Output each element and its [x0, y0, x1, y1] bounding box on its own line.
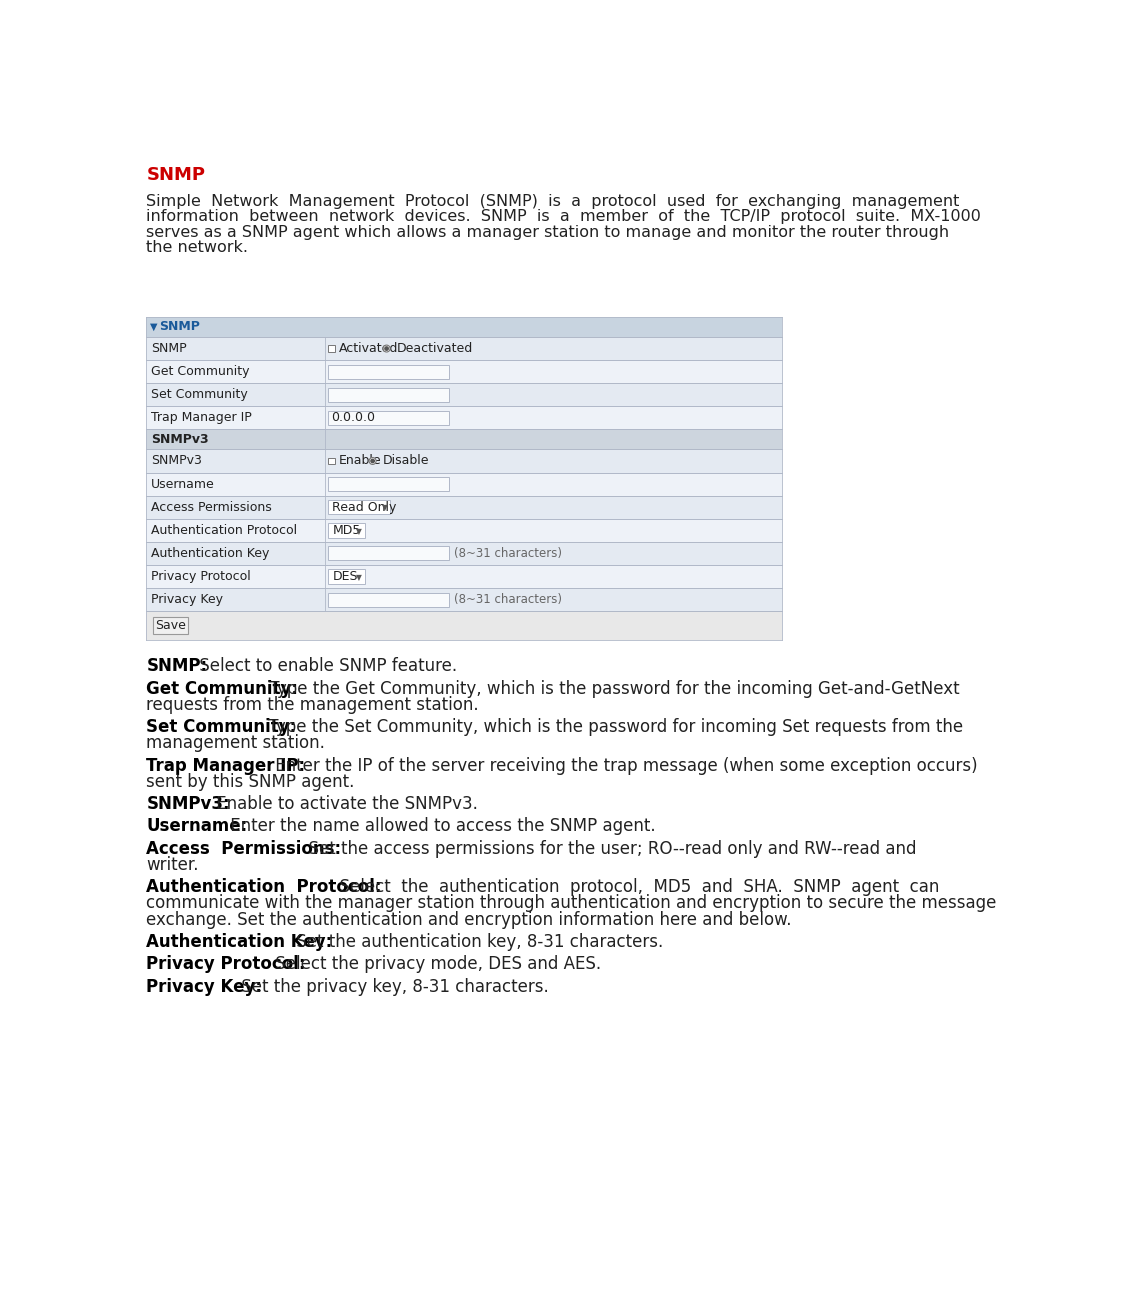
Text: Set the access permissions for the user; RO--read only and RW--read and: Set the access permissions for the user;…: [297, 840, 916, 858]
Bar: [147, 360, 781, 383]
Bar: [147, 317, 781, 336]
Text: Authentication  Protocol:: Authentication Protocol:: [147, 879, 382, 897]
Text: Set the privacy key, 8-31 characters.: Set the privacy key, 8-31 characters.: [237, 978, 549, 995]
Text: SNMPv3:: SNMPv3:: [147, 795, 230, 813]
Text: MD5: MD5: [332, 524, 361, 537]
Text: Privacy Key: Privacy Key: [151, 593, 223, 606]
Bar: [328, 411, 448, 424]
Circle shape: [385, 347, 388, 351]
Text: Privacy Key:: Privacy Key:: [147, 978, 262, 995]
Text: Authentication Protocol: Authentication Protocol: [151, 524, 297, 537]
Circle shape: [371, 459, 374, 463]
Text: Get Community:: Get Community:: [147, 679, 298, 697]
Text: management station.: management station.: [147, 734, 325, 752]
Text: Trap Manager IP:: Trap Manager IP:: [147, 757, 305, 775]
Text: Username:: Username:: [147, 818, 248, 836]
Text: Enable: Enable: [339, 454, 381, 467]
Text: ▼: ▼: [356, 573, 362, 582]
Bar: [147, 472, 781, 496]
Text: SNMPv3: SNMPv3: [151, 454, 202, 467]
Text: Type the Set Community, which is the password for incoming Set requests from the: Type the Set Community, which is the pas…: [262, 718, 963, 736]
Bar: [328, 477, 448, 490]
Text: Privacy Protocol:: Privacy Protocol:: [147, 955, 306, 973]
Text: Access  Permissions:: Access Permissions:: [147, 840, 342, 858]
Bar: [152, 617, 188, 634]
Text: Set Community:: Set Community:: [147, 718, 297, 736]
Text: Read Only: Read Only: [332, 501, 397, 514]
Text: SNMP: SNMP: [151, 342, 186, 355]
Text: SNMP: SNMP: [147, 166, 205, 184]
Bar: [147, 611, 781, 641]
Text: Save: Save: [155, 620, 186, 633]
Text: SNMPv3: SNMPv3: [151, 433, 209, 446]
Text: Privacy Protocol: Privacy Protocol: [151, 569, 251, 584]
Circle shape: [369, 458, 377, 465]
Bar: [147, 383, 781, 406]
Text: Activated: Activated: [339, 342, 398, 355]
Bar: [328, 523, 364, 537]
Text: SNMP: SNMP: [159, 321, 200, 334]
Bar: [147, 449, 781, 472]
Text: Disable: Disable: [382, 454, 429, 467]
Text: Set Community: Set Community: [151, 388, 248, 401]
Bar: [147, 519, 781, 542]
Text: Get Community: Get Community: [151, 365, 250, 378]
Text: DES: DES: [332, 569, 358, 584]
Bar: [147, 430, 781, 449]
Text: information  between  network  devices.  SNMP  is  a  member  of  the  TCP/IP  p: information between network devices. SNM…: [147, 210, 981, 224]
Text: Enter the name allowed to access the SNMP agent.: Enter the name allowed to access the SNM…: [225, 818, 656, 836]
Text: SNMP:: SNMP:: [147, 657, 207, 675]
Text: Set the authentication key, 8-31 characters.: Set the authentication key, 8-31 charact…: [290, 933, 663, 951]
Bar: [328, 499, 390, 515]
Text: exchange. Set the authentication and encryption information here and below.: exchange. Set the authentication and enc…: [147, 911, 791, 929]
Text: (8~31 characters): (8~31 characters): [454, 547, 562, 560]
Bar: [147, 587, 781, 611]
Text: Type the Get Community, which is the password for the incoming Get-and-GetNext: Type the Get Community, which is the pas…: [265, 679, 960, 697]
Text: sent by this SNMP agent.: sent by this SNMP agent.: [147, 773, 354, 791]
Text: requests from the management station.: requests from the management station.: [147, 696, 479, 714]
Text: ▼: ▼: [382, 503, 388, 512]
Text: Deactivated: Deactivated: [397, 342, 473, 355]
Bar: [328, 365, 448, 379]
Bar: [147, 542, 781, 565]
Bar: [328, 546, 448, 560]
Text: 0.0.0.0: 0.0.0.0: [332, 411, 376, 424]
Text: Simple  Network  Management  Protocol  (SNMP)  is  a  protocol  used  for  excha: Simple Network Management Protocol (SNMP…: [147, 194, 960, 208]
Text: Username: Username: [151, 477, 215, 490]
Bar: [328, 388, 448, 401]
Text: Select to enable SNMP feature.: Select to enable SNMP feature.: [194, 657, 457, 675]
Text: Select the privacy mode, DES and AES.: Select the privacy mode, DES and AES.: [270, 955, 601, 973]
Circle shape: [383, 345, 390, 352]
Text: Select  the  authentication  protocol,  MD5  and  SHA.  SNMP  agent  can: Select the authentication protocol, MD5 …: [328, 879, 939, 897]
Text: communicate with the manager station through authentication and encryption to se: communicate with the manager station thr…: [147, 894, 997, 912]
Bar: [147, 406, 781, 430]
Bar: [328, 345, 335, 352]
Text: writer.: writer.: [147, 855, 198, 873]
Bar: [328, 569, 364, 584]
Text: Access Permissions: Access Permissions: [151, 501, 271, 514]
Bar: [147, 565, 781, 587]
Text: Enter the IP of the server receiving the trap message (when some exception occur: Enter the IP of the server receiving the…: [270, 757, 978, 775]
Text: Authentication Key:: Authentication Key:: [147, 933, 333, 951]
Text: the network.: the network.: [147, 239, 249, 255]
Text: ▼: ▼: [150, 322, 158, 333]
Bar: [328, 458, 335, 465]
Text: serves as a SNMP agent which allows a manager station to manage and monitor the : serves as a SNMP agent which allows a ma…: [147, 225, 949, 239]
Bar: [328, 593, 448, 607]
Text: (8~31 characters): (8~31 characters): [454, 593, 562, 606]
Bar: [147, 336, 781, 360]
Text: Authentication Key: Authentication Key: [151, 547, 269, 560]
Text: ▼: ▼: [356, 527, 362, 536]
Text: Trap Manager IP: Trap Manager IP: [151, 411, 252, 424]
Bar: [147, 496, 781, 519]
Text: Enable to activate the SNMPv3.: Enable to activate the SNMPv3.: [211, 795, 478, 813]
